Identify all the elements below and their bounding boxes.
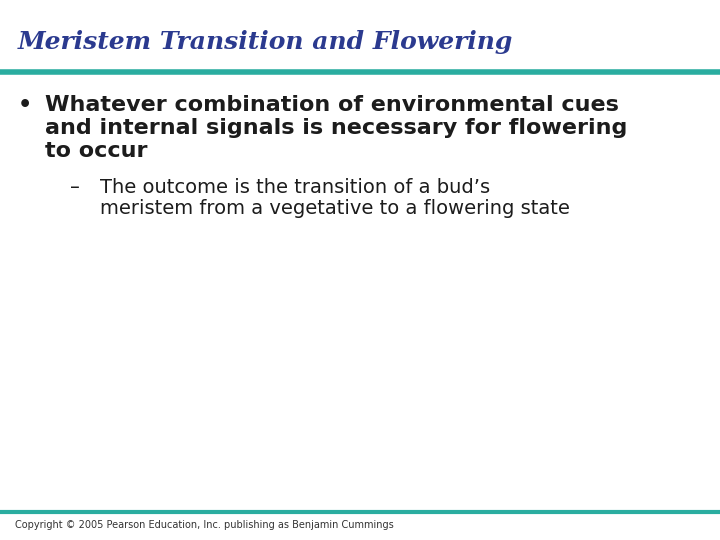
Text: –: – <box>70 178 80 197</box>
Text: to occur: to occur <box>45 141 148 161</box>
Text: Whatever combination of environmental cues: Whatever combination of environmental cu… <box>45 95 619 115</box>
Text: •: • <box>18 95 32 115</box>
Text: Meristem Transition and Flowering: Meristem Transition and Flowering <box>18 30 513 54</box>
Text: The outcome is the transition of a bud’s: The outcome is the transition of a bud’s <box>100 178 490 197</box>
Text: Copyright © 2005 Pearson Education, Inc. publishing as Benjamin Cummings: Copyright © 2005 Pearson Education, Inc.… <box>15 520 394 530</box>
Text: meristem from a vegetative to a flowering state: meristem from a vegetative to a flowerin… <box>100 199 570 218</box>
Text: and internal signals is necessary for flowering: and internal signals is necessary for fl… <box>45 118 627 138</box>
